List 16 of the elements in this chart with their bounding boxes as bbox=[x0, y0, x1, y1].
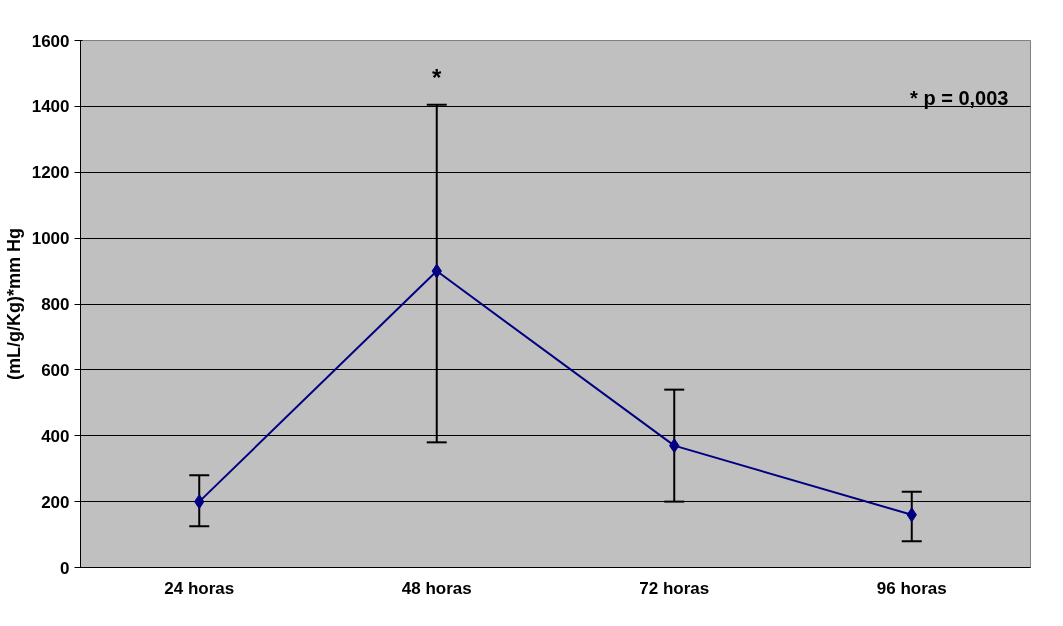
annotation: * p = 0,003 bbox=[910, 87, 1009, 110]
x-tick-label: 48 horas bbox=[401, 578, 472, 598]
y-tick-label: 800 bbox=[41, 295, 70, 314]
x-tick-label: 24 horas bbox=[164, 578, 235, 598]
y-tick-label: 600 bbox=[41, 360, 70, 380]
y-tick-label: 1400 bbox=[31, 97, 70, 117]
annotation: * bbox=[432, 63, 443, 91]
y-tick-label: 1200 bbox=[31, 163, 70, 183]
y-tick-label: 1600 bbox=[31, 31, 70, 51]
y-axis-title: (mL/g/Kg)*mm Hg bbox=[3, 227, 24, 380]
x-tick-label: 72 horas bbox=[639, 578, 710, 598]
y-tick-label: 0 bbox=[60, 558, 70, 578]
y-tick-label: 200 bbox=[41, 492, 70, 512]
y-tick-label: 1000 bbox=[31, 229, 70, 249]
x-tick-label: 96 horas bbox=[876, 578, 947, 598]
y-tick-label: 400 bbox=[41, 426, 70, 446]
